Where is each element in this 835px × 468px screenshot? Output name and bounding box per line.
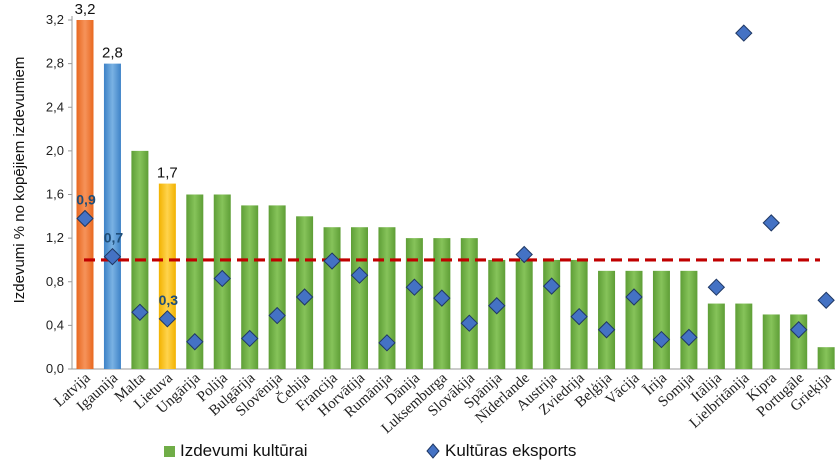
export-point [268,306,286,325]
bar [323,227,341,369]
bar [158,183,176,369]
export-point [460,314,479,332]
legend-bar-label: Izdevumi kultūrai [180,441,308,460]
export-point [789,321,808,339]
legend-diamond-swatch [426,443,440,459]
point-value-label: 0,3 [159,292,179,308]
bar [186,194,204,369]
bar [76,20,94,369]
export-point [76,209,94,228]
legend-diamond-label: Kultūras eksports [445,441,576,460]
export-point [433,289,451,307]
bar [460,238,478,369]
export-point [103,247,122,266]
bar [378,227,396,369]
bar [103,63,121,369]
export-point [131,303,149,321]
export-point [707,278,726,296]
bar-value-label: 1,7 [157,165,178,182]
bar [351,227,368,369]
bar [652,270,670,369]
legend-bar-swatch [164,446,175,457]
bar [817,347,835,369]
bar-value-label: 2,8 [102,45,123,62]
export-point [652,330,671,349]
y-tick-label: 2,8 [46,56,64,71]
bar [735,303,753,369]
y-tick-label: 0,0 [46,361,64,376]
export-point [240,329,259,348]
export-point [488,297,506,315]
bar [598,270,616,369]
y-axis-label: Izdevumi % no kopējiem izdevumiem [11,57,28,304]
y-tick-label: 1,2 [46,230,64,245]
bar [762,314,780,369]
export-point [350,266,369,284]
bar [515,259,533,369]
export-point [405,278,424,296]
export-point [515,245,533,264]
export-point [158,310,177,328]
bar [680,270,698,369]
bar [405,238,423,369]
bar [625,270,643,369]
export-point [817,291,835,309]
bar [707,303,725,369]
export-point [323,252,341,270]
point-value-label: 0,7 [104,230,124,246]
legend: Izdevumi kultūrai Kultūras eksports [164,441,576,460]
y-tick-label: 1,6 [46,187,64,202]
y-tick-label: 3,2 [46,12,64,27]
export-point [625,288,643,306]
bar [543,259,561,369]
export-point [213,269,231,288]
y-tick-label: 2,4 [46,99,64,114]
export-point [735,24,753,42]
export-point [542,277,561,295]
export-point [378,334,396,352]
bar [268,205,286,369]
export-point [186,333,204,351]
y-tick-label: 2,0 [46,143,64,158]
export-point [570,307,588,326]
export-point [680,328,698,347]
plot-area: 0,0 0,4 0,8 1,2 1,6 2,0 2,4 2,8 3,2 3,2 2,8 1,7 0,9 0… [46,1,835,437]
bar [241,205,259,369]
point-value-label: 0,9 [76,191,96,207]
export-point [762,214,780,232]
bar [488,259,506,369]
y-tick-label: 0,4 [46,317,64,332]
bar-value-label: 3,2 [75,1,96,18]
export-point [295,288,314,306]
y-tick-label: 0,8 [46,274,64,289]
export-point [597,321,616,339]
